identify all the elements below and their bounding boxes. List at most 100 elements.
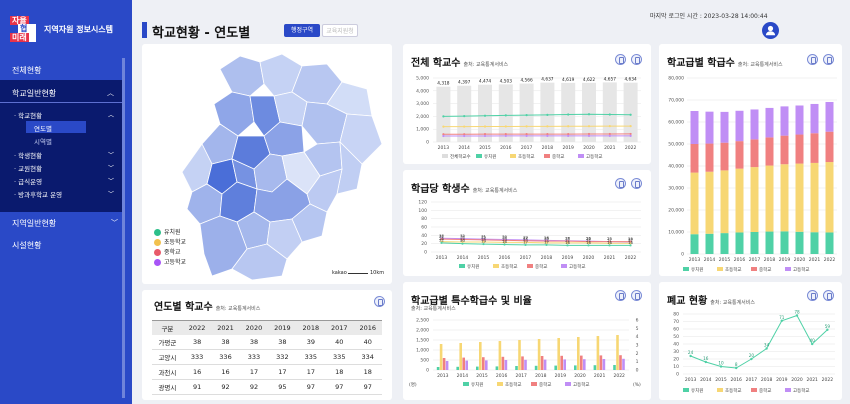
region-map[interactable] — [142, 44, 392, 284]
series-point — [566, 241, 569, 244]
x-tick-label: 2019 — [562, 255, 574, 261]
x-tick-label: 2021 — [806, 377, 818, 383]
table-cell: 17 — [296, 364, 326, 380]
x-tick-label: 2022 — [613, 373, 625, 379]
y-right-tick-label: 2 — [636, 351, 639, 357]
nav-school-general[interactable]: 학교일반현황 — [12, 89, 57, 98]
series-point — [442, 133, 445, 136]
series-point — [463, 115, 466, 118]
nav-meals[interactable]: · 급식운영 — [14, 178, 43, 186]
sidebar: 자율 협력 미래 지역자원 정보시스템 전체현황 학교일반현황 ︿ · 학교현황… — [0, 0, 132, 404]
grouped-bar — [521, 356, 524, 370]
total-label: 4,397 — [458, 80, 471, 86]
series-point — [545, 241, 548, 244]
sidebar-scrollbar[interactable] — [122, 58, 125, 398]
x-tick-label: 2017 — [520, 255, 532, 261]
y-tick-label: 4,000 — [416, 88, 429, 94]
stacked-bar-segment — [765, 231, 774, 254]
legend-kindergarten[interactable]: 유치원 — [154, 228, 186, 238]
tab-region[interactable]: 행정구역 — [284, 24, 320, 37]
nav-staff[interactable]: · 교원현황 — [14, 165, 43, 173]
legend-swatch — [527, 264, 533, 268]
nav-by-year[interactable]: 연도별 — [34, 125, 52, 133]
data-label: 8 — [735, 362, 738, 367]
nav-by-city[interactable]: 시역별 — [34, 138, 52, 146]
data-label: 27 — [523, 235, 528, 240]
legend-high[interactable]: 고등학교 — [154, 258, 186, 268]
chevron-down-icon[interactable]: ﹀ — [107, 191, 114, 198]
chevron-down-icon[interactable]: ﹀ — [107, 178, 114, 185]
stacked-bar-segment — [720, 170, 729, 234]
grouped-bar — [577, 337, 580, 370]
stacked-bar-segment — [780, 106, 789, 136]
logo[interactable]: 자율 협력 미래 — [10, 16, 36, 42]
table-cell: 16 — [182, 364, 212, 380]
data-label: 22 — [586, 237, 591, 242]
map-panel[interactable]: 유치원 초등학교 중학교 고등학교 kakao 10km — [142, 44, 392, 284]
nav-facilities[interactable]: 시설현황 — [12, 241, 42, 250]
series-point — [629, 244, 632, 247]
download-icon[interactable] — [615, 290, 626, 301]
y-tick-label: 0 — [426, 140, 429, 146]
nav-students[interactable]: · 학생현황 — [14, 152, 43, 160]
x-tick-label: 2018 — [761, 377, 773, 383]
legend-label: 초등학교 — [725, 387, 742, 394]
table-row: 고양시 333 336 333 332 335 335 334 — [152, 349, 382, 365]
data-label: 30 — [502, 234, 507, 239]
y-tick-label: 20,000 — [668, 208, 684, 214]
legend-swatch — [531, 382, 537, 386]
grouped-bar — [534, 365, 538, 370]
tab-education-office[interactable]: 교육지원청 — [322, 24, 358, 37]
legend-elementary[interactable]: 초등학교 — [154, 238, 186, 248]
grouped-bar — [504, 360, 508, 370]
x-tick-label: 2015 — [719, 257, 731, 263]
table-header-cell: 2016 — [353, 320, 382, 335]
legend-swatch — [459, 264, 465, 268]
page-title: 학교현황 - 연도별 — [152, 26, 251, 41]
legend-label: 중학교 — [535, 263, 547, 270]
y-unit-left: (명) — [409, 381, 417, 388]
nav-overview[interactable]: 전체현황 — [12, 66, 42, 75]
legend-swatch — [683, 388, 689, 392]
nav-afterschool[interactable]: · 방과후학교 운영 — [14, 191, 63, 199]
y-tick-label: 500 — [420, 358, 429, 364]
series-point — [567, 134, 570, 137]
legend-swatch — [544, 154, 550, 158]
y-tick-label: 70,000 — [668, 98, 684, 104]
legend-middle[interactable]: 중학교 — [154, 248, 186, 258]
download-icon[interactable] — [807, 54, 818, 65]
class-count-title: 학교급별 학급수 출처: 교육통계서비스 — [667, 58, 783, 69]
total-bar — [602, 82, 617, 142]
nav-regional-general[interactable]: 지역일반현황 — [12, 219, 57, 228]
print-icon[interactable] — [631, 290, 642, 301]
series-point — [629, 134, 632, 137]
chevron-down-icon[interactable]: ﹀ — [111, 219, 118, 227]
print-icon[interactable] — [823, 54, 834, 65]
chevron-down-icon[interactable]: ﹀ — [107, 165, 114, 172]
nav-school-status[interactable]: · 학교현황 — [14, 112, 43, 120]
y-tick-label: 80 — [673, 312, 679, 318]
download-icon[interactable] — [374, 296, 385, 307]
table-cell: 18 — [353, 364, 382, 380]
series-point — [566, 240, 569, 243]
check-icon — [154, 229, 161, 236]
download-icon[interactable] — [615, 54, 626, 65]
yearly-schools-card: 연도별 학교수 출처: 교육통계서비스 구분 2022 2021 2020 2019 201… — [142, 290, 392, 400]
data-label: 78 — [794, 310, 800, 315]
print-icon[interactable] — [631, 54, 642, 65]
chevron-down-icon[interactable]: ﹀ — [107, 152, 114, 159]
legend-label: 고등학교 — [793, 387, 810, 394]
chevron-up-icon[interactable]: ︿ — [107, 89, 114, 97]
nav-selected-bg — [26, 121, 86, 133]
print-icon[interactable] — [631, 178, 642, 189]
table-cell: 333 — [239, 349, 269, 365]
user-icon[interactable] — [762, 22, 779, 39]
stacked-bar-segment — [795, 105, 804, 135]
y-tick-label: 2,000 — [416, 328, 429, 334]
series-point — [463, 133, 466, 136]
download-icon[interactable] — [615, 178, 626, 189]
download-icon[interactable] — [807, 290, 818, 301]
legend-swatch — [785, 267, 791, 271]
print-icon[interactable] — [823, 290, 834, 301]
chevron-up-icon[interactable]: ︿ — [107, 112, 114, 119]
